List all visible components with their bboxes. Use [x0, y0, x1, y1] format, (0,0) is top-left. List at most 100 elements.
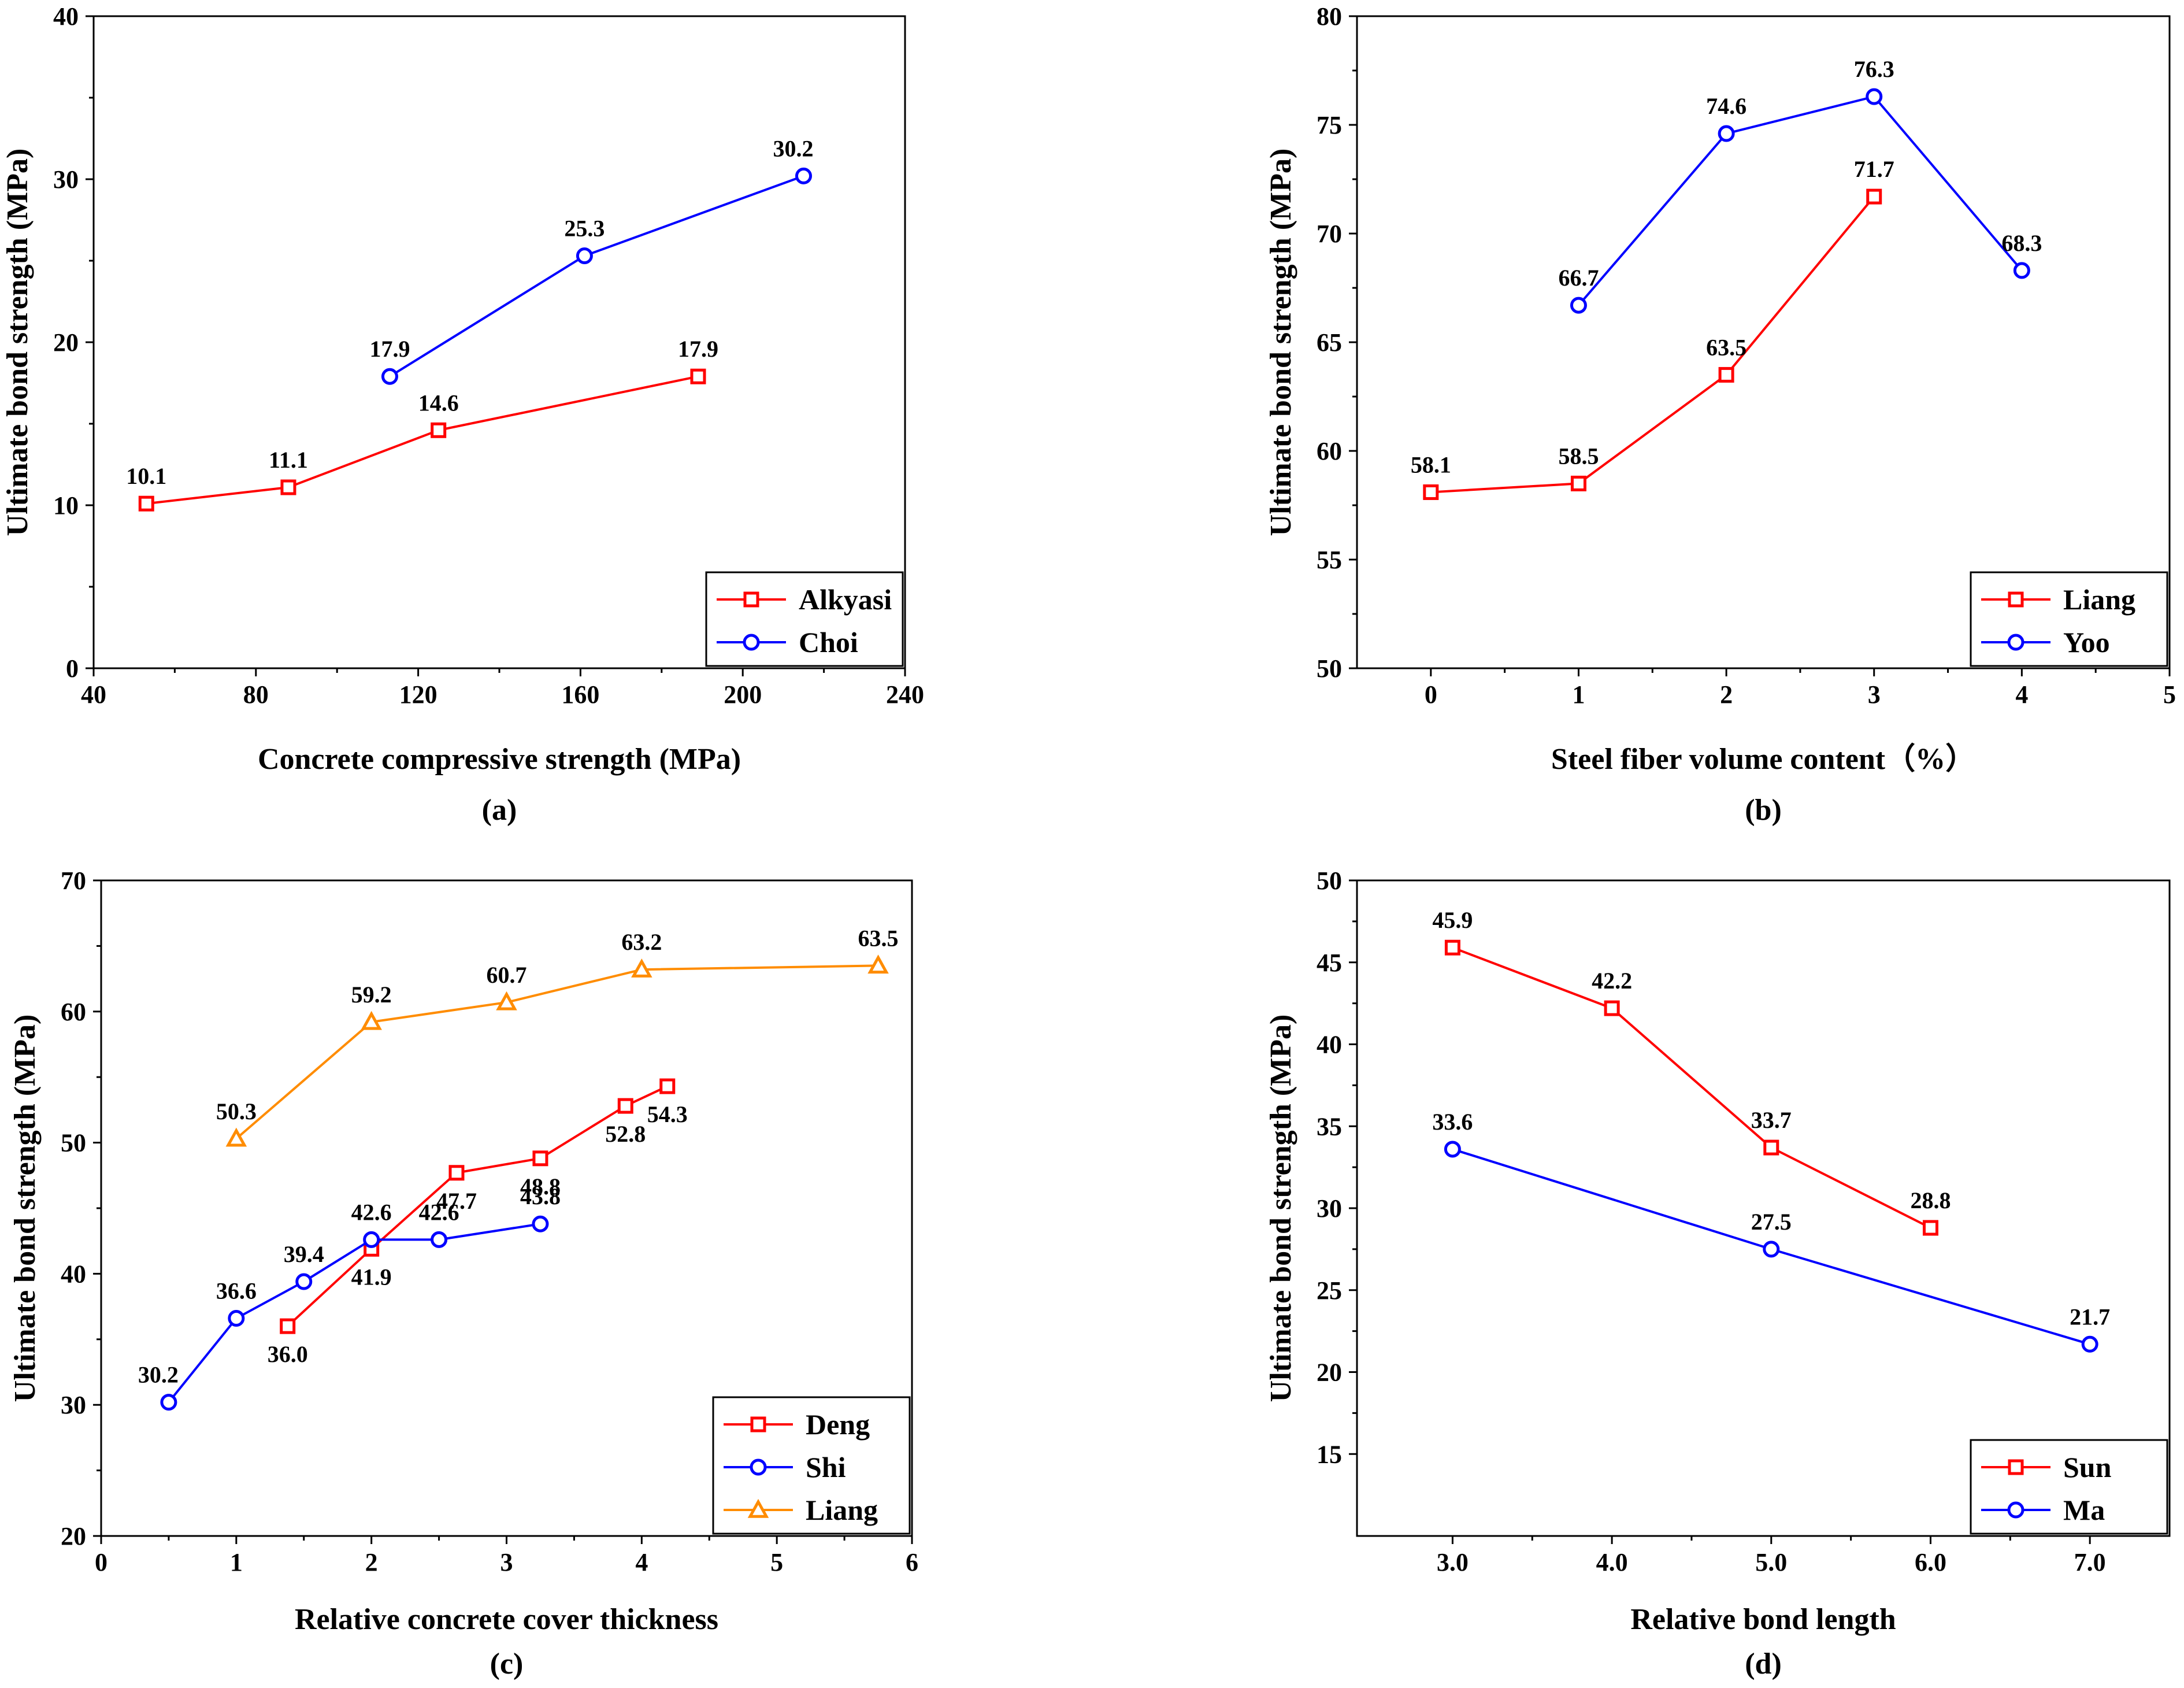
y-axis-title: Ultimate bond strength (MPa) [9, 1015, 42, 1402]
legend-marker [750, 1459, 767, 1476]
data-label: 28.8 [1910, 1187, 1951, 1213]
panel-caption: (c) [490, 1648, 524, 1680]
data-label: 48.8 [520, 1174, 561, 1200]
legend-label: Alkyasi [799, 583, 892, 616]
data-label: 63.2 [621, 929, 662, 955]
data-point [1763, 1139, 1779, 1156]
x-tick-label: 7.0 [2074, 1548, 2106, 1576]
legend-label: Shi [806, 1451, 846, 1483]
data-label: 33.7 [1751, 1107, 1792, 1133]
panel-caption: (d) [1745, 1648, 1782, 1680]
y-tick-label: 30 [1317, 1194, 1342, 1223]
y-tick-label: 10 [53, 491, 79, 520]
x-tick-label: 5 [770, 1548, 783, 1576]
x-tick-label: 3 [500, 1548, 513, 1576]
data-point [1718, 367, 1734, 383]
data-label: 21.7 [2070, 1304, 2110, 1330]
data-label: 43.8 [520, 1183, 561, 1209]
series-alkyasi: 10.1 11.1 14.6 17.9 [126, 336, 718, 512]
data-point [532, 1215, 549, 1232]
legend-box [705, 571, 904, 667]
data-point [1444, 939, 1460, 956]
data-label: 41.9 [351, 1264, 392, 1290]
data-point [228, 1310, 245, 1327]
series-ma: 33.6 27.5 21.7 [1432, 1109, 2110, 1353]
data-point [280, 1318, 296, 1334]
chart-a: 40 80 120 160 200 240 0 10 20 30 40 Concrete compre… [1, 2, 924, 827]
data-label: 47.7 [436, 1188, 477, 1214]
data-label: 25.3 [564, 216, 605, 242]
data-point [1423, 484, 1439, 500]
y-tick-label: 40 [61, 1260, 86, 1288]
series-line [1452, 946, 1931, 1229]
data-label: 59.2 [351, 982, 392, 1008]
y-tick-label: 55 [1317, 546, 1342, 574]
data-point [576, 247, 593, 265]
x-tick-label: 6 [906, 1548, 918, 1576]
legend-item-choi: Choi [717, 626, 858, 658]
x-axis-title: Relative bond length [1630, 1603, 1896, 1636]
chart-d: 3.0 4.0 5.0 6.0 7.0 15 20 25 30 35 40 45 50 Relative … [1265, 867, 2171, 1680]
data-label: 63.5 [858, 925, 899, 951]
legend-item-yoo: Yoo [1981, 626, 2110, 658]
legend-item-liang: Liang [724, 1494, 878, 1526]
series-choi: 17.9 25.3 30.2 [369, 135, 814, 385]
y-tick-label: 80 [1317, 2, 1342, 31]
data-point [1604, 1000, 1620, 1016]
data-label: 52.8 [605, 1121, 646, 1147]
data-point [1444, 1141, 1461, 1158]
data-label: 42.6 [419, 1199, 459, 1225]
legend-item-shi: Shi [724, 1451, 846, 1483]
data-label: 45.9 [1432, 907, 1473, 933]
data-label: 50.3 [216, 1098, 257, 1124]
data-point [280, 479, 296, 495]
data-label: 30.2 [138, 1362, 179, 1388]
legend-label: Ma [2063, 1494, 2105, 1526]
data-point [381, 368, 398, 385]
series-line [168, 1223, 541, 1403]
legend-marker [747, 1498, 769, 1518]
data-point [2013, 262, 2030, 279]
x-tick-label: 40 [81, 680, 106, 709]
data-point [160, 1394, 177, 1411]
y-axis-title: Ultimate bond strength (MPa) [1265, 1015, 1297, 1402]
data-point [363, 1231, 380, 1248]
legend-marker [750, 1416, 766, 1432]
x-tick-label: 5 [2163, 680, 2176, 709]
legend-marker [2008, 591, 2024, 608]
x-tick-label: 4.0 [1596, 1548, 1628, 1576]
data-label: 42.6 [351, 1199, 392, 1225]
series-line [1577, 95, 2023, 306]
data-point [431, 422, 447, 438]
series-yoo: 66.7 74.6 76.3 68.3 [1558, 56, 2042, 314]
data-point [225, 1127, 247, 1147]
legend-label: Deng [806, 1408, 870, 1441]
x-tick-label: 1 [230, 1548, 243, 1576]
y-axis-title: Ultimate bond strength (MPa) [1265, 149, 1297, 536]
y-tick-label: 70 [1317, 220, 1342, 248]
panel-caption: (a) [482, 794, 517, 827]
x-tick-label: 2 [365, 1548, 378, 1576]
y-tick-label: 25 [1317, 1276, 1342, 1305]
data-point [659, 1078, 676, 1094]
legend-item-liang: Liang [1981, 583, 2135, 616]
panel-caption: (b) [1745, 794, 1782, 827]
data-point [1763, 1241, 1780, 1258]
data-point [295, 1273, 313, 1290]
data-point [2081, 1335, 2098, 1353]
legend-item-sun: Sun [1981, 1451, 2112, 1483]
series-shi: 30.2 36.6 39.4 42.6 42.6 43.8 [138, 1183, 561, 1411]
legend-marker [743, 591, 759, 608]
data-label: 63.5 [1706, 334, 1747, 360]
legend: Liang Yoo [1970, 571, 2168, 667]
data-label: 10.1 [126, 463, 166, 489]
data-label: 11.1 [269, 447, 308, 473]
x-tick-label: 120 [399, 680, 437, 709]
y-tick-label: 40 [53, 2, 79, 31]
x-tick-label: 3.0 [1437, 1548, 1469, 1576]
y-tick-label: 65 [1317, 328, 1342, 357]
y-tick-label: 45 [1317, 949, 1342, 977]
legend-box [1970, 571, 2168, 667]
